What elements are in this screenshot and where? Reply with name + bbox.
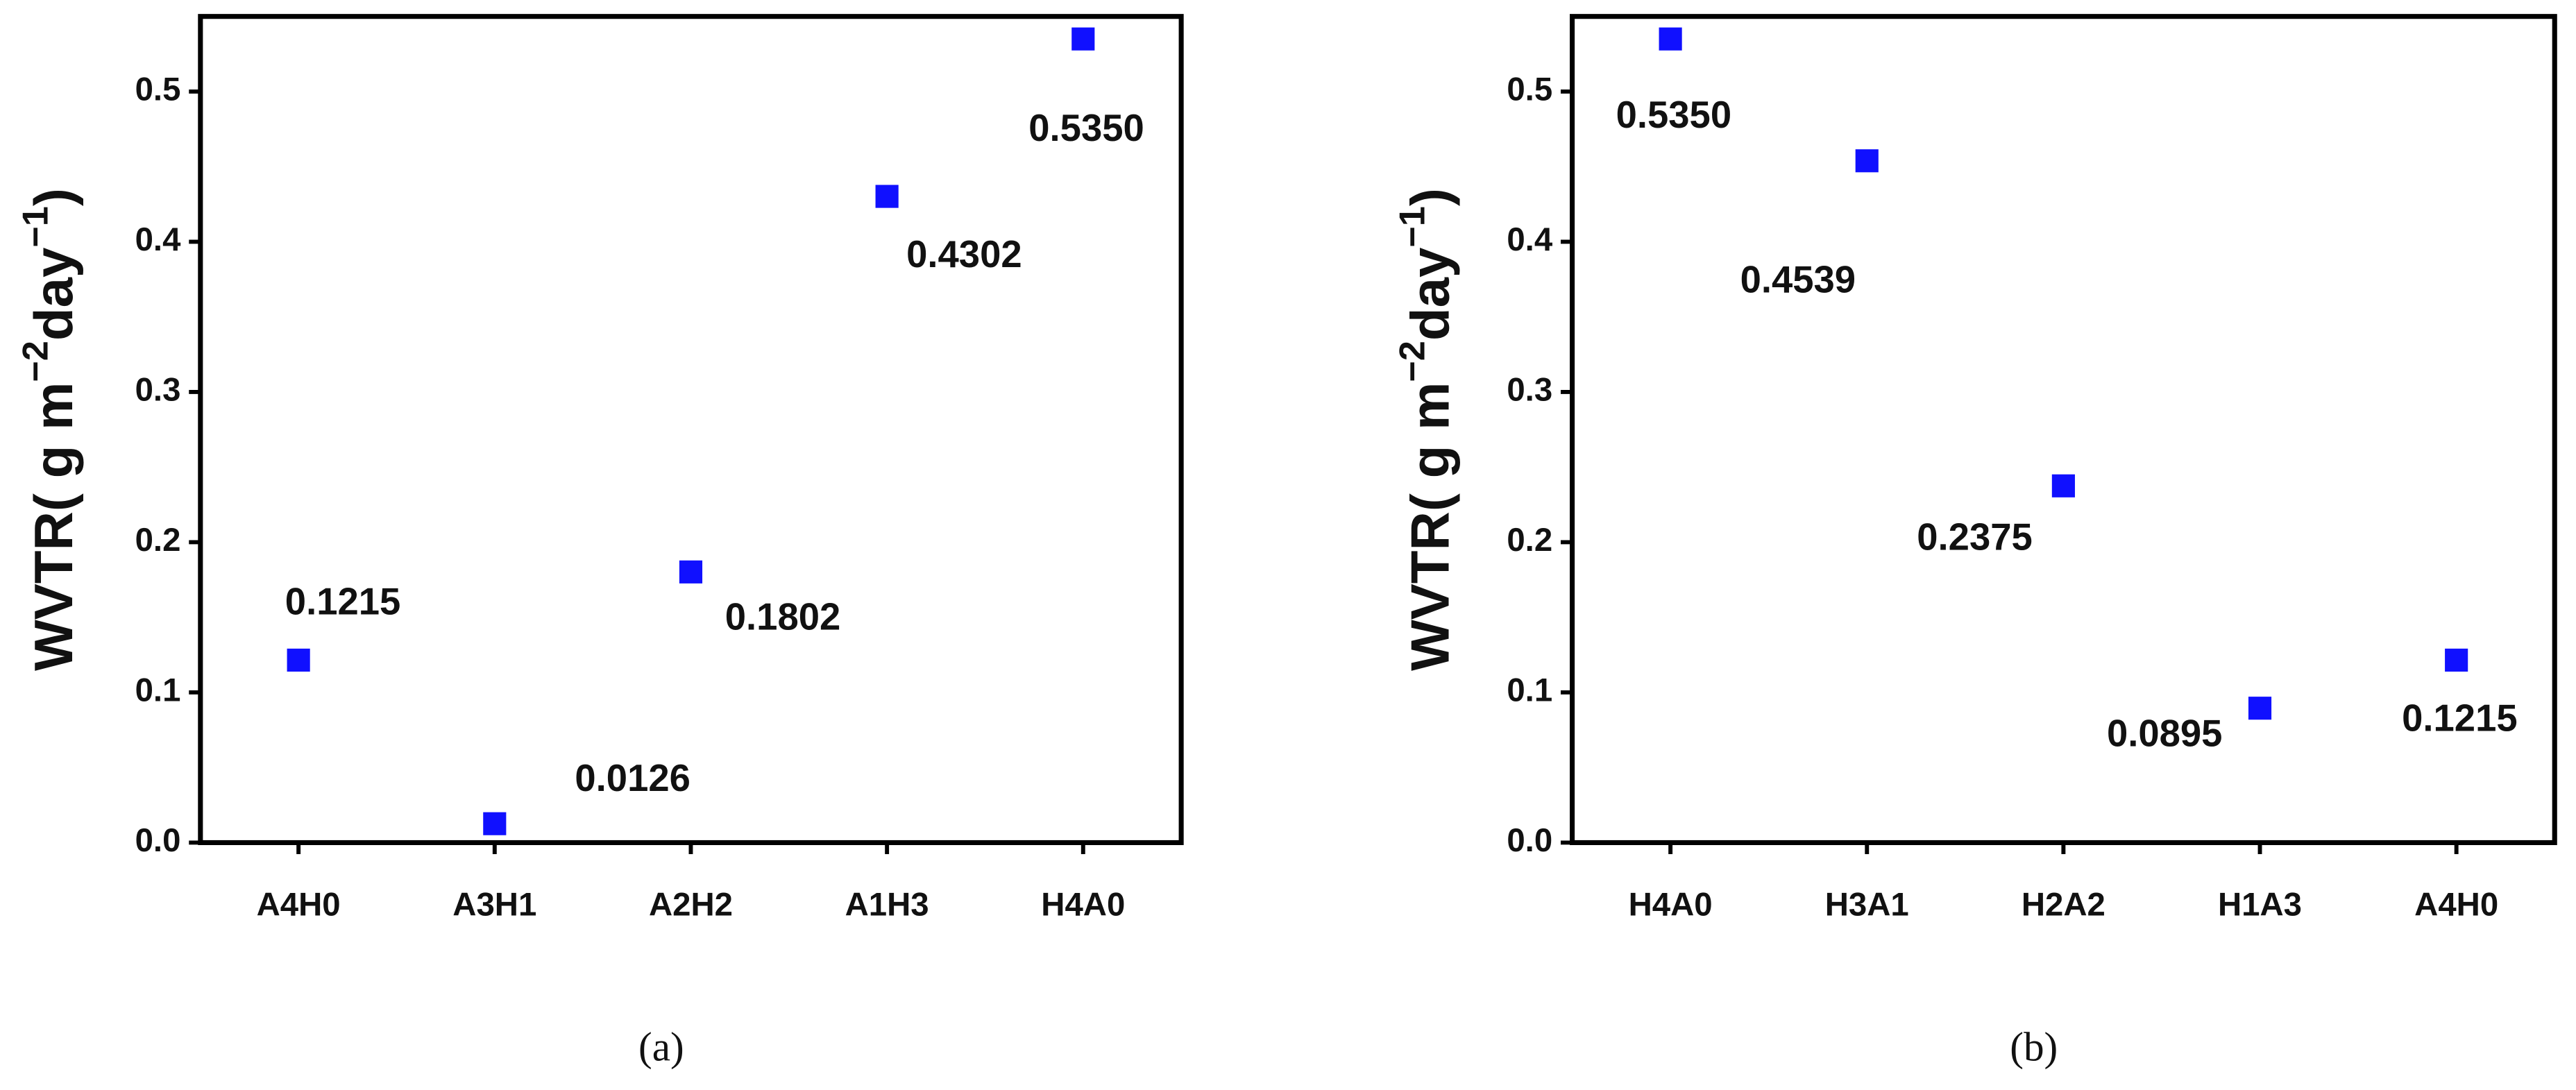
x-tick-label: H1A3 [2218, 886, 2302, 923]
data-point [875, 185, 899, 208]
data-point [483, 812, 507, 835]
x-tick-label: A3H1 [452, 886, 536, 923]
value-label: 0.0126 [575, 757, 690, 799]
panel-caption: (b) [2010, 1024, 2058, 1070]
y-tick-label: 0.0 [1507, 822, 1552, 859]
y-tick-label: 0.1 [1507, 672, 1552, 708]
data-point [1855, 149, 1879, 173]
value-label: 0.1215 [2402, 697, 2518, 739]
data-point [1071, 27, 1095, 51]
x-tick-label: H4A0 [1629, 886, 1713, 923]
x-tick-label: H3A1 [1825, 886, 1909, 923]
data-point [2445, 648, 2468, 672]
y-tick-label: 0.3 [135, 371, 181, 408]
data-point [679, 560, 703, 584]
value-label: 0.1802 [725, 595, 841, 638]
value-label: 0.1215 [285, 580, 401, 622]
y-tick-label: 0.3 [1507, 371, 1552, 408]
y-label-sup: −2 [15, 341, 56, 382]
value-label: 0.2375 [1917, 516, 2033, 559]
y-label-part: day [22, 247, 83, 341]
value-label: 0.5350 [1616, 94, 1732, 136]
x-tick-label: H2A2 [2022, 886, 2105, 923]
data-point [1659, 27, 1682, 51]
value-label: 0.0895 [2107, 712, 2223, 754]
y-axis-label: WVTR( g m−2day−1) [1392, 188, 1460, 671]
y-tick-label: 0.4 [135, 221, 181, 258]
panel-caption: (a) [638, 1024, 684, 1070]
x-tick-label: A2H2 [649, 886, 733, 923]
x-tick-label: H4A0 [1041, 886, 1125, 923]
y-tick-label: 0.1 [135, 672, 181, 708]
data-point [2051, 474, 2075, 497]
x-tick-label: A4H0 [2414, 886, 2498, 923]
y-tick-label: 0.4 [1507, 221, 1552, 258]
y-tick-label: 0.2 [135, 522, 181, 559]
x-tick-label: A4H0 [257, 886, 341, 923]
y-label-part: day [1399, 247, 1460, 341]
y-axis-label: WVTR( g m−2day−1) [15, 188, 83, 671]
y-tick-label: 0.2 [1507, 522, 1552, 559]
y-label-part: WVTR( g m [1399, 382, 1460, 672]
value-label: 0.4539 [1740, 258, 1856, 300]
y-label-sup: −2 [1392, 341, 1432, 382]
x-tick-label: A1H3 [845, 886, 929, 923]
y-label-sup: −1 [15, 206, 56, 247]
y-label-part: ) [22, 188, 83, 206]
y-tick-label: 0.5 [135, 71, 181, 108]
y-tick-label: 0.0 [135, 822, 181, 859]
y-label-sup: −1 [1392, 206, 1432, 247]
value-label: 0.4302 [906, 233, 1022, 275]
data-point [287, 648, 310, 672]
value-label: 0.5350 [1028, 107, 1144, 149]
y-label-part: WVTR( g m [22, 382, 83, 672]
y-label-part: ) [1399, 188, 1460, 206]
data-point [2248, 697, 2272, 720]
y-tick-label: 0.5 [1507, 71, 1552, 108]
